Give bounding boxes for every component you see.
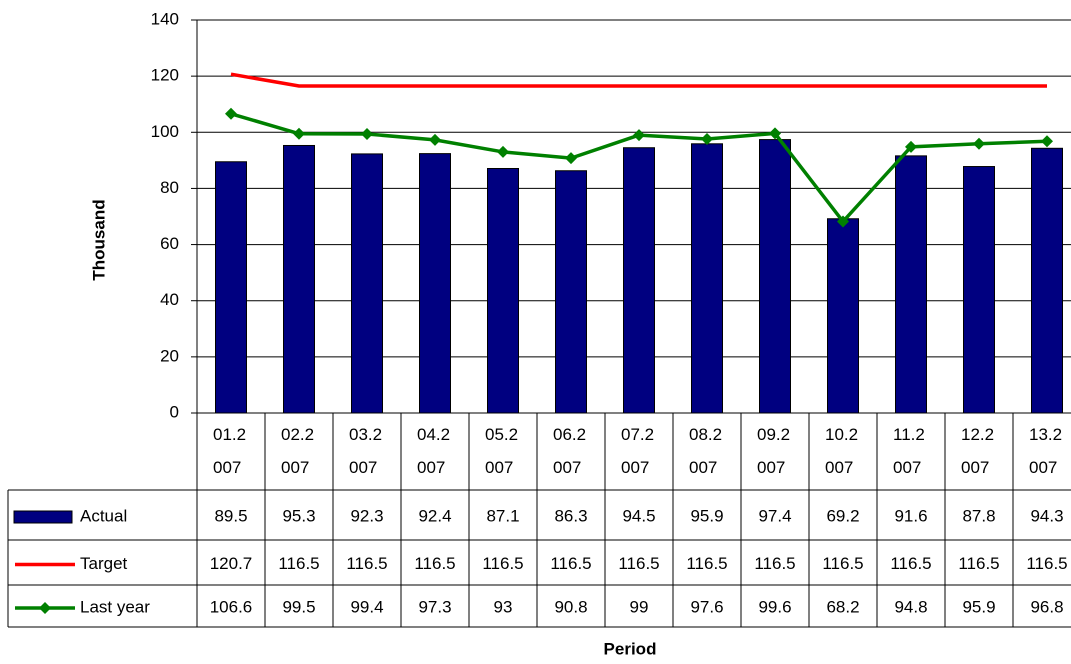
table-value: 94.3 (1030, 506, 1063, 525)
legend-key (39, 602, 51, 614)
table-value: 116.5 (278, 554, 319, 573)
bar (759, 139, 791, 414)
x-tick-label: 10.2007 (825, 425, 859, 477)
x-tick-label: 05.2007 (485, 425, 519, 477)
y-tick-label: 120 (151, 66, 179, 85)
x-tick-label: 07.2007 (621, 425, 655, 477)
bar (623, 147, 655, 414)
table-value: 106.6 (210, 597, 253, 616)
table-value: 116.5 (414, 554, 455, 573)
table-value: 116.5 (686, 554, 727, 573)
x-tick-label: 08.2007 (689, 425, 723, 477)
table-value: 93 (494, 597, 513, 616)
legend-label: Last year (80, 597, 150, 616)
marker (973, 137, 985, 150)
bar (691, 143, 723, 414)
table-value: 97.6 (690, 597, 723, 616)
table-value: 116.5 (890, 554, 931, 573)
table-value: 97.3 (418, 597, 451, 616)
bar (895, 155, 927, 414)
table-value: 116.5 (618, 554, 659, 573)
bar (283, 144, 315, 414)
table-value: 91.6 (894, 506, 927, 525)
table-value: 99.5 (282, 597, 315, 616)
marker (1041, 135, 1053, 148)
table-value: 99 (630, 597, 649, 616)
marker (633, 129, 645, 142)
table-value: 99.4 (350, 597, 383, 616)
y-tick-label: 100 (151, 122, 179, 141)
bar (487, 167, 519, 414)
bar (827, 218, 859, 414)
table-value: 116.5 (822, 554, 863, 573)
y-tick-label: 80 (160, 178, 179, 197)
table-value: 92.4 (418, 506, 451, 525)
x-tick-label: 01.2007 (213, 425, 247, 477)
table-value: 87.1 (486, 506, 519, 525)
table-value: 97.4 (758, 506, 791, 525)
x-tick-label: 06.2007 (553, 425, 587, 477)
table-value: 92.3 (350, 506, 383, 525)
table-value: 87.8 (962, 506, 995, 525)
x-tick-label: 02.2007 (281, 425, 315, 477)
x-tick-label: 13.2007 (1029, 425, 1063, 477)
marker (905, 140, 917, 153)
legend-key (13, 510, 73, 524)
table-value: 68.2 (826, 597, 859, 616)
y-tick-label: 20 (160, 346, 179, 365)
legend-label: Target (80, 554, 128, 573)
table-value: 95.9 (690, 506, 723, 525)
table-value: 120.7 (210, 554, 253, 573)
y-tick-label: 0 (170, 402, 179, 421)
y-tick-label: 140 (151, 9, 179, 28)
marker (429, 133, 441, 146)
bar (555, 170, 587, 414)
bar (351, 153, 383, 414)
marker (769, 127, 781, 140)
table-value: 116.5 (482, 554, 523, 573)
table-value: 116.5 (1026, 554, 1067, 573)
bar (419, 153, 451, 414)
marker (837, 215, 849, 228)
legend-label: Actual (80, 506, 127, 525)
table-value: 116.5 (550, 554, 591, 573)
y-axis-label: Thousand (89, 199, 108, 280)
line (230, 72, 1047, 88)
x-tick-label: 03.2007 (349, 425, 383, 477)
y-tick-label: 40 (160, 290, 179, 309)
bar (215, 161, 247, 414)
table-value: 94.8 (894, 597, 927, 616)
table-value: 116.5 (958, 554, 999, 573)
bar (963, 166, 995, 414)
table-value: 89.5 (214, 506, 247, 525)
marker (565, 152, 577, 165)
table-value: 95.3 (282, 506, 315, 525)
y-tick-label: 60 (160, 234, 179, 253)
marker (701, 133, 713, 146)
bar (1031, 147, 1063, 414)
marker (497, 145, 509, 158)
table-value: 95.9 (962, 597, 995, 616)
x-axis-label: Period (604, 639, 657, 658)
table-value: 116.5 (346, 554, 387, 573)
x-tick-label: 09.2007 (757, 425, 791, 477)
marker (225, 107, 237, 120)
marker (361, 127, 373, 140)
table-value: 69.2 (826, 506, 859, 525)
x-tick-label: 04.2007 (417, 425, 451, 477)
table-value: 99.6 (758, 597, 791, 616)
marker (293, 127, 305, 140)
x-tick-label: 12.2007 (961, 425, 995, 477)
table-value: 90.8 (554, 597, 587, 616)
x-tick-label: 11.2007 (893, 425, 925, 477)
table-value: 116.5 (754, 554, 795, 573)
table-value: 94.5 (622, 506, 655, 525)
table-value: 86.3 (554, 506, 587, 525)
table-value: 96.8 (1030, 597, 1063, 616)
